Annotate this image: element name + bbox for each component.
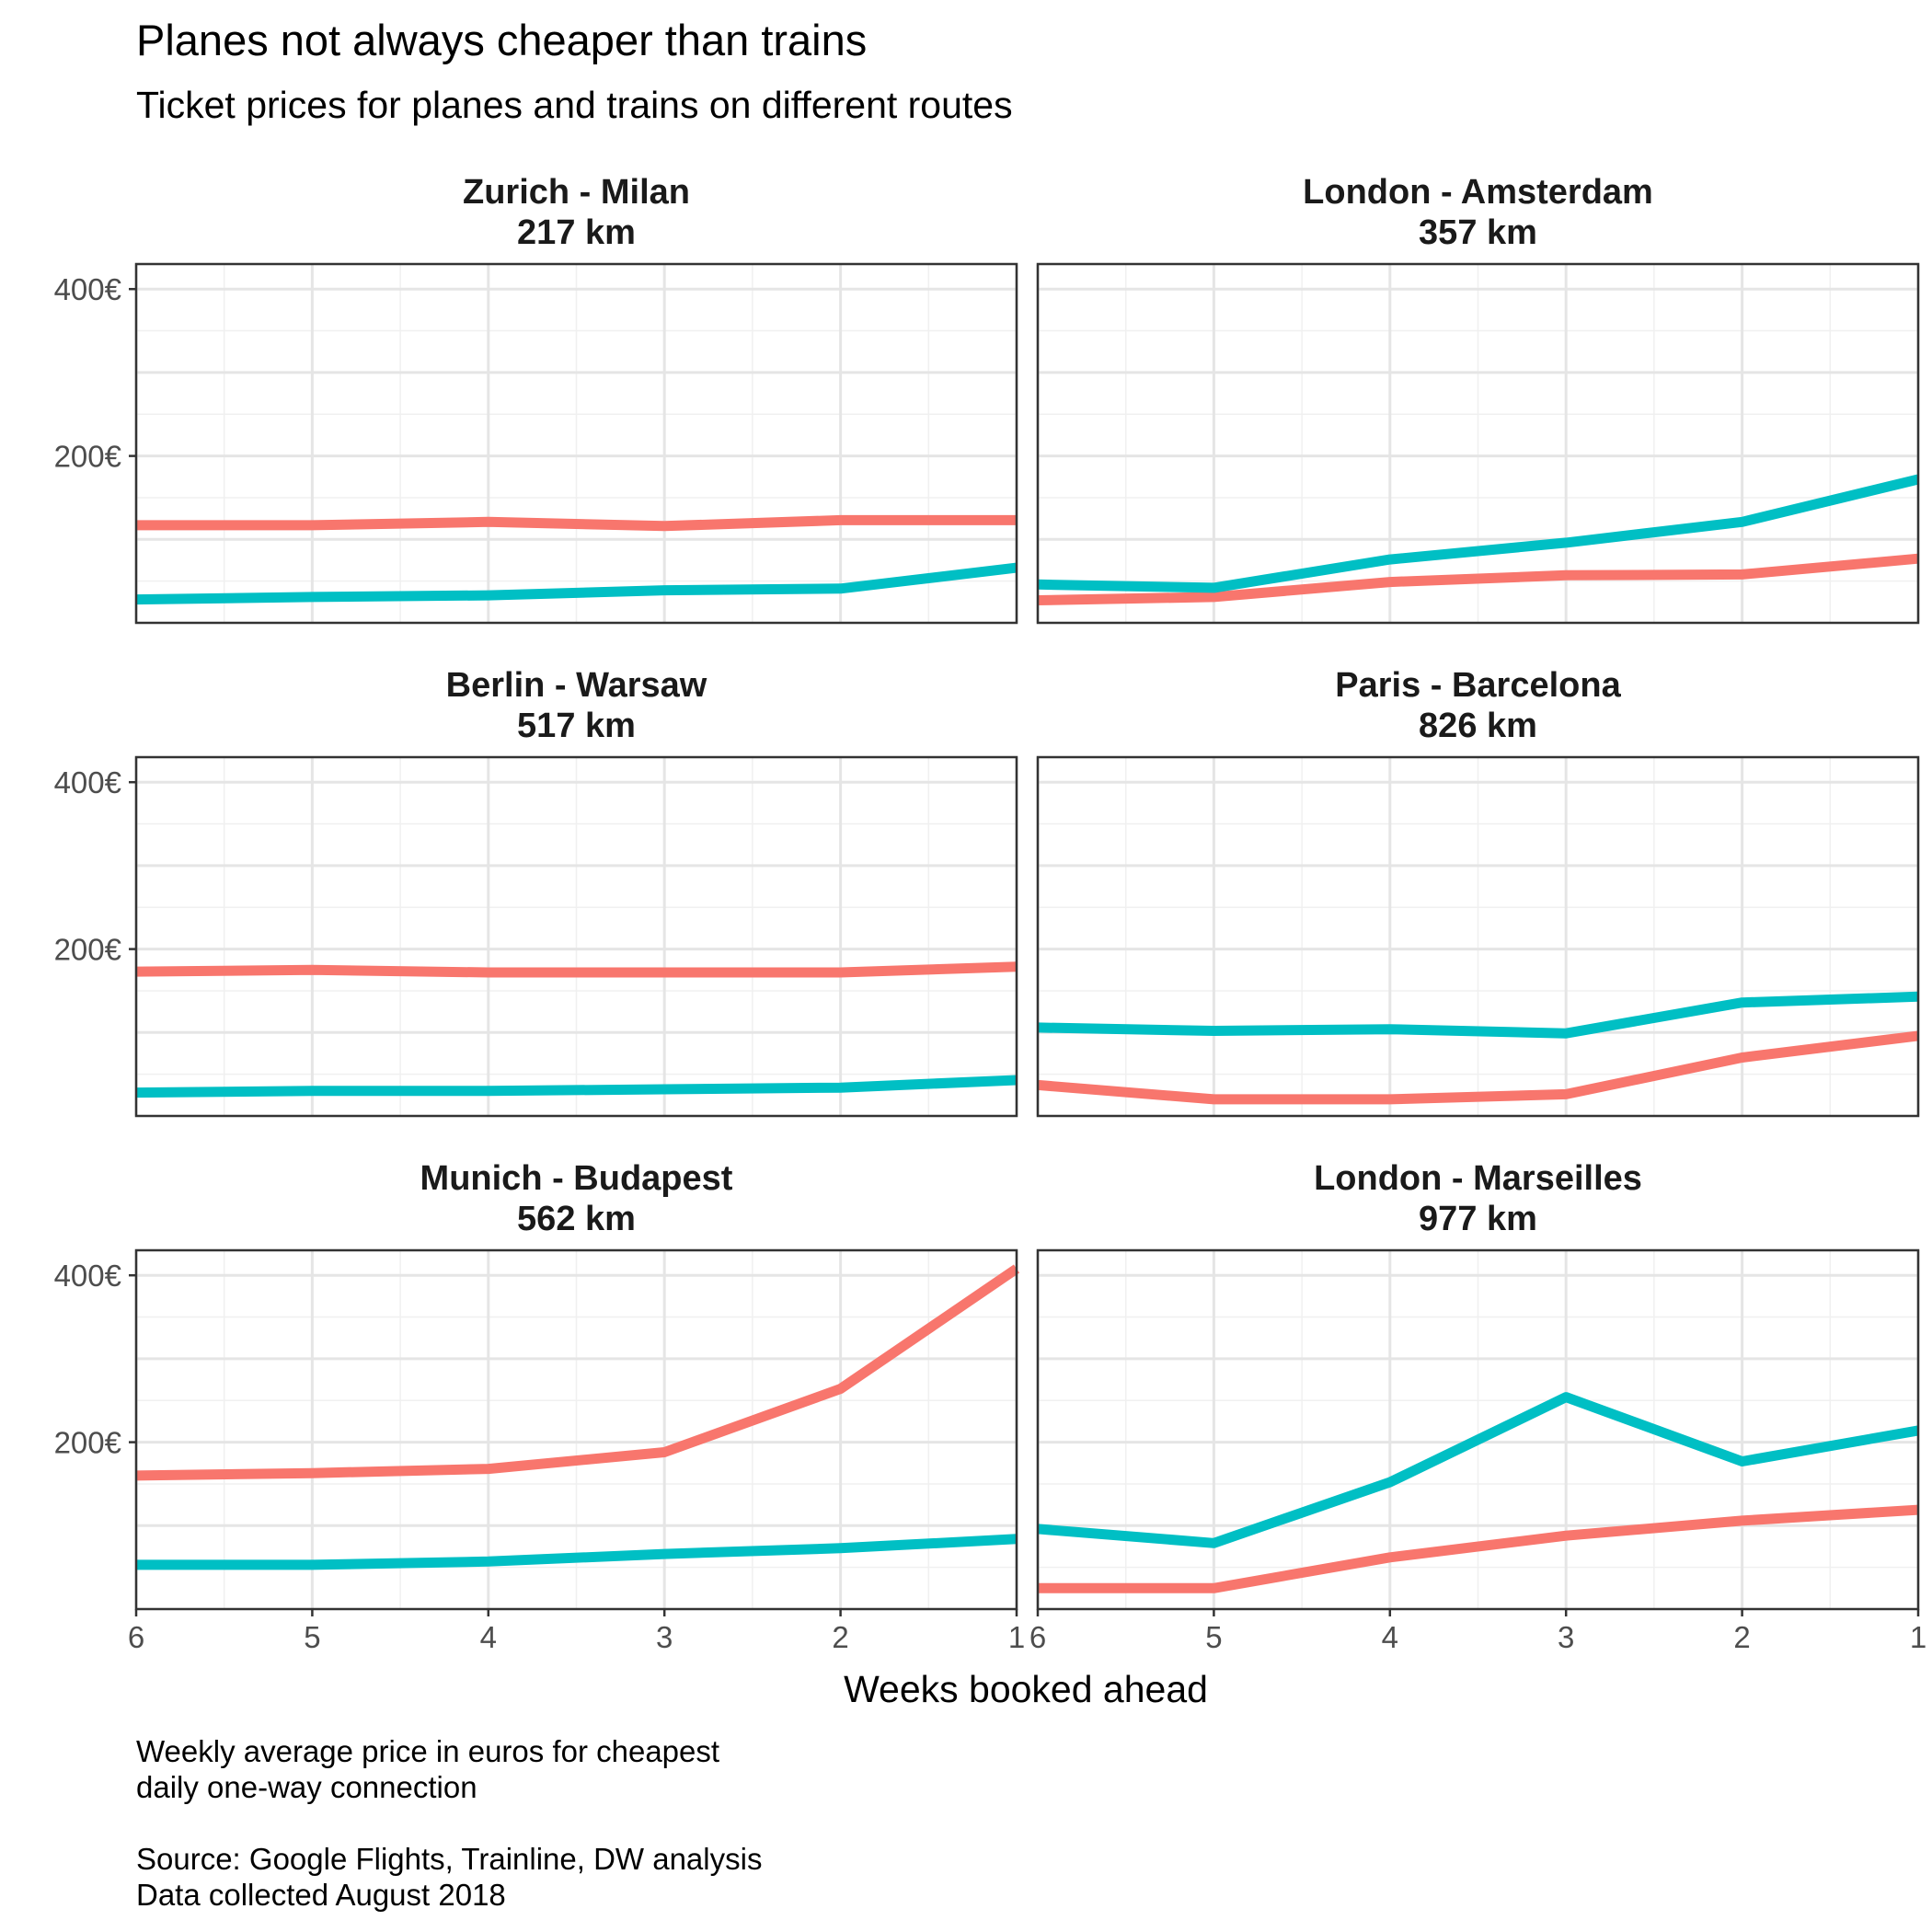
facet-route-label: Munich - Budapest	[420, 1159, 733, 1198]
y-tick-label: 200€	[54, 440, 121, 474]
facet-route-label: London - Marseilles	[1314, 1159, 1642, 1198]
series-line-teal	[135, 562, 1018, 605]
facet-distance-label: 517 km	[517, 707, 636, 745]
series-line-red	[135, 1264, 1020, 1481]
y-tick-label: 400€	[54, 765, 121, 799]
x-tick-label: 6	[1029, 1620, 1046, 1654]
series-line-teal	[1037, 1392, 1919, 1548]
panel-border	[134, 1248, 1018, 1611]
x-tick-label: 4	[480, 1620, 497, 1654]
facet-route-label: Paris - Barcelona	[1335, 666, 1621, 705]
series-line-teal	[135, 1075, 1018, 1098]
x-tick-label: 5	[1205, 1620, 1222, 1654]
x-tick-label: 3	[1558, 1620, 1574, 1654]
panel-border	[1036, 755, 1920, 1118]
x-axis-label: Weeks booked ahead	[844, 1668, 1208, 1710]
caption-line-1: Weekly average price in euros for cheape…	[136, 1734, 719, 1768]
series-line-teal	[136, 1534, 1018, 1570]
series-line-teal	[1037, 474, 1920, 593]
y-tick-label: 400€	[54, 272, 121, 306]
caption-line-5: Data collected August 2018	[136, 1878, 506, 1912]
x-tick-label: 6	[128, 1620, 144, 1654]
series-line-red	[135, 961, 1018, 978]
x-tick-label: 5	[304, 1620, 320, 1654]
facet-distance-label: 217 km	[517, 213, 636, 252]
y-tick-label: 200€	[54, 933, 121, 967]
y-tick-label: 400€	[54, 1259, 121, 1293]
x-tick-label: 1	[1910, 1620, 1926, 1654]
chart-subtitle: Ticket prices for planes and trains on d…	[136, 84, 1013, 126]
caption-line-2: daily one-way connection	[136, 1770, 477, 1804]
series-line-red	[1038, 1504, 1919, 1593]
facet-distance-label: 977 km	[1419, 1200, 1537, 1238]
series-line-red	[136, 514, 1017, 532]
x-tick-label: 4	[1382, 1620, 1398, 1654]
facet-route-label: Zurich - Milan	[463, 173, 690, 212]
caption-line-4: Source: Google Flights, Trainline, DW an…	[136, 1842, 762, 1876]
x-tick-label: 2	[832, 1620, 848, 1654]
facet-distance-label: 357 km	[1419, 213, 1537, 252]
panel-border	[1036, 1248, 1920, 1611]
x-tick-label: 2	[1733, 1620, 1750, 1654]
y-tick-label: 200€	[54, 1426, 121, 1460]
panel-border	[134, 262, 1018, 625]
series-line-red	[1037, 1030, 1919, 1105]
x-tick-label: 3	[656, 1620, 673, 1654]
x-tick-label: 1	[1008, 1620, 1025, 1654]
facet-route-label: London - Amsterdam	[1303, 173, 1653, 212]
facet-distance-label: 826 km	[1419, 707, 1537, 745]
panel-border	[1036, 262, 1920, 625]
facet-route-label: Berlin - Warsaw	[446, 666, 707, 705]
series-line-teal	[1037, 991, 1919, 1039]
facet-distance-label: 562 km	[517, 1200, 636, 1238]
caption: Weekly average price in euros for cheape…	[136, 1734, 762, 1912]
chart-title: Planes not always cheaper than trains	[136, 16, 867, 64]
panel-border	[134, 755, 1018, 1118]
series-line-red	[1037, 553, 1919, 605]
